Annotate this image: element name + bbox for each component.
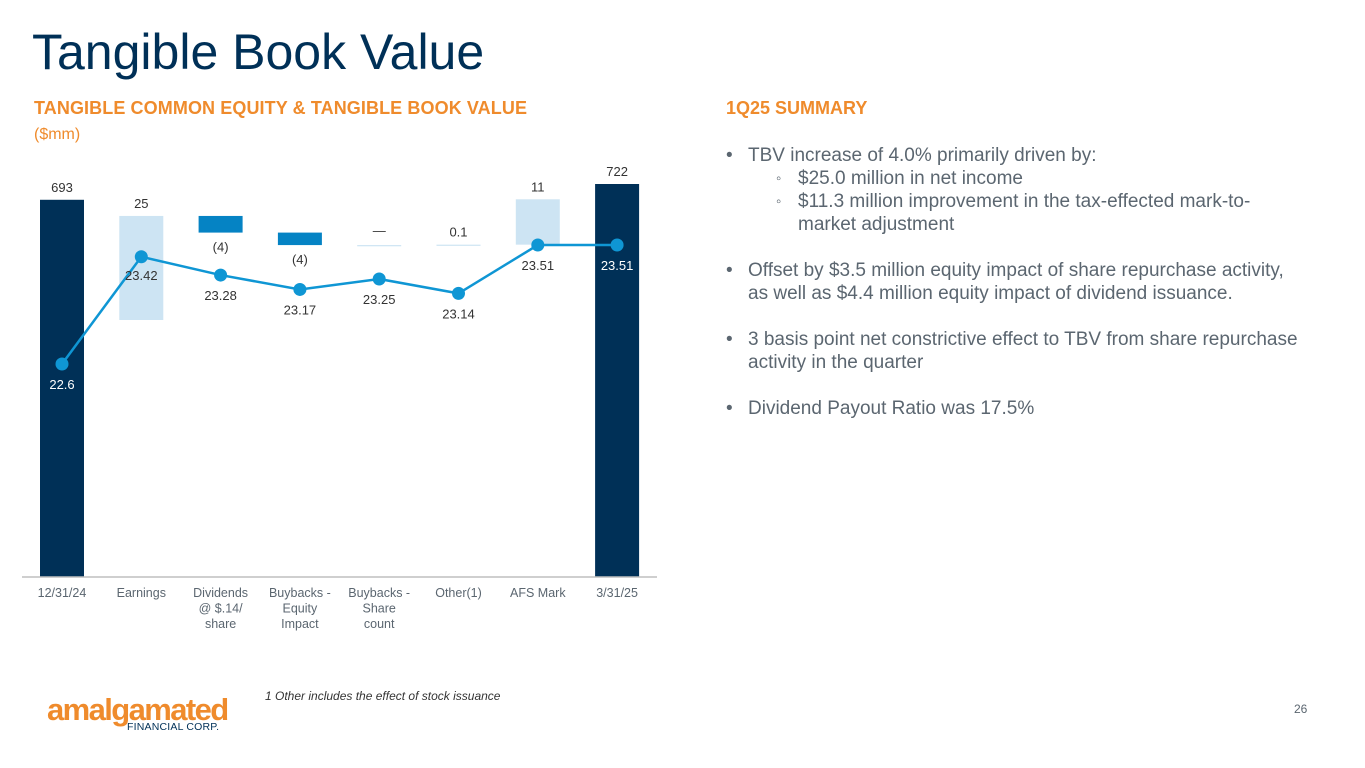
bar-value-label: 11 xyxy=(531,179,545,194)
summary-sub-list: $25.0 million in net income $11.3 millio… xyxy=(748,167,1304,236)
bar-12-31-24 xyxy=(40,199,84,577)
page-number: 26 xyxy=(1294,702,1308,716)
bar-value-label: — xyxy=(373,223,386,238)
x-tick-label: Dividends @ $.14/share xyxy=(193,586,248,631)
tbv-point-label: 23.17 xyxy=(284,302,317,317)
tbv-line-point xyxy=(214,268,228,282)
x-tick-label: Buybacks -Share count xyxy=(348,586,410,631)
logo-wordmark: amalgamated xyxy=(47,692,229,727)
tbv-line-point xyxy=(372,272,386,286)
summary-list: TBV increase of 4.0% primarily driven by… xyxy=(724,144,1304,443)
bar-dividends-14-share xyxy=(198,215,243,233)
bar-buybacks-share-count xyxy=(357,245,402,247)
summary-bullet-share-count: 3 basis point net constrictive effect to… xyxy=(724,328,1304,374)
summary-bullet-offset: Offset by $3.5 million equity impact of … xyxy=(724,259,1304,305)
summary-sub-bullet: $25.0 million in net income xyxy=(748,167,1304,190)
bar-value-label: (4) xyxy=(292,252,308,267)
bar-earnings xyxy=(119,215,164,320)
x-tick-label: AFS Mark xyxy=(510,586,566,600)
tbv-line-point xyxy=(55,357,69,371)
bar-buybacks-equity-impact xyxy=(277,232,322,246)
tbv-point-label: 23.51 xyxy=(601,258,634,273)
tbv-waterfall-chart: 693 25 (4) (4) — 0.1 11 722 12/31/24 Earnings Divi… xyxy=(22,164,657,631)
chart-heading: TANGIBLE COMMON EQUITY & TANGIBLE BOOK V… xyxy=(34,98,528,118)
tbv-point-label: 23.28 xyxy=(204,288,237,303)
summary-bullet-payout-ratio: Dividend Payout Ratio was 17.5% xyxy=(724,397,1304,420)
tbv-line-point xyxy=(452,286,465,300)
bar-value-label: 25 xyxy=(134,196,148,211)
x-tick-label: Buybacks -Equity Impact xyxy=(269,586,331,631)
x-tick-label: 3/31/25 xyxy=(596,586,638,600)
tbv-line-point xyxy=(293,282,307,296)
company-logo: amalgamated FINANCIAL CORP. xyxy=(47,692,237,733)
summary-bullet-tbv-increase: TBV increase of 4.0% primarily driven by… xyxy=(724,144,1304,236)
chart-unit-label: ($mm) xyxy=(34,126,81,143)
tbv-point-label: 23.51 xyxy=(522,258,555,273)
bar-afs-mark xyxy=(515,199,560,245)
summary-bullet-text: TBV increase of 4.0% primarily driven by… xyxy=(748,145,1097,166)
tbv-point-label: 22.6 xyxy=(49,377,74,392)
bar-value-label: 693 xyxy=(51,180,73,195)
tbv-per-share-line xyxy=(60,243,618,365)
bar-value-label: 722 xyxy=(606,164,628,179)
summary-sub-bullet: $11.3 million improvement in the tax-eff… xyxy=(748,190,1304,236)
logo-subtext: FINANCIAL CORP. xyxy=(127,721,220,733)
bar-value-label: 0.1 xyxy=(449,225,467,240)
page-title: Tangible Book Value xyxy=(32,24,485,80)
tbv-line-point xyxy=(134,250,148,264)
x-tick-label: Earnings xyxy=(117,586,166,600)
x-tick-label: 12/31/24 xyxy=(38,586,87,600)
tbv-point-label: 23.14 xyxy=(442,306,475,321)
x-tick-label: Other(1) xyxy=(435,586,482,600)
bar-other-1- xyxy=(436,244,481,246)
tbv-line-point xyxy=(531,238,545,252)
tbv-point-label: 23.25 xyxy=(363,292,396,307)
summary-heading: 1Q25 SUMMARY xyxy=(726,98,868,118)
bar-value-label: (4) xyxy=(213,240,229,255)
tbv-point-label: 23.42 xyxy=(125,268,158,283)
tbv-line-point xyxy=(610,238,624,252)
footnote: 1 Other includes the effect of stock iss… xyxy=(265,689,501,703)
